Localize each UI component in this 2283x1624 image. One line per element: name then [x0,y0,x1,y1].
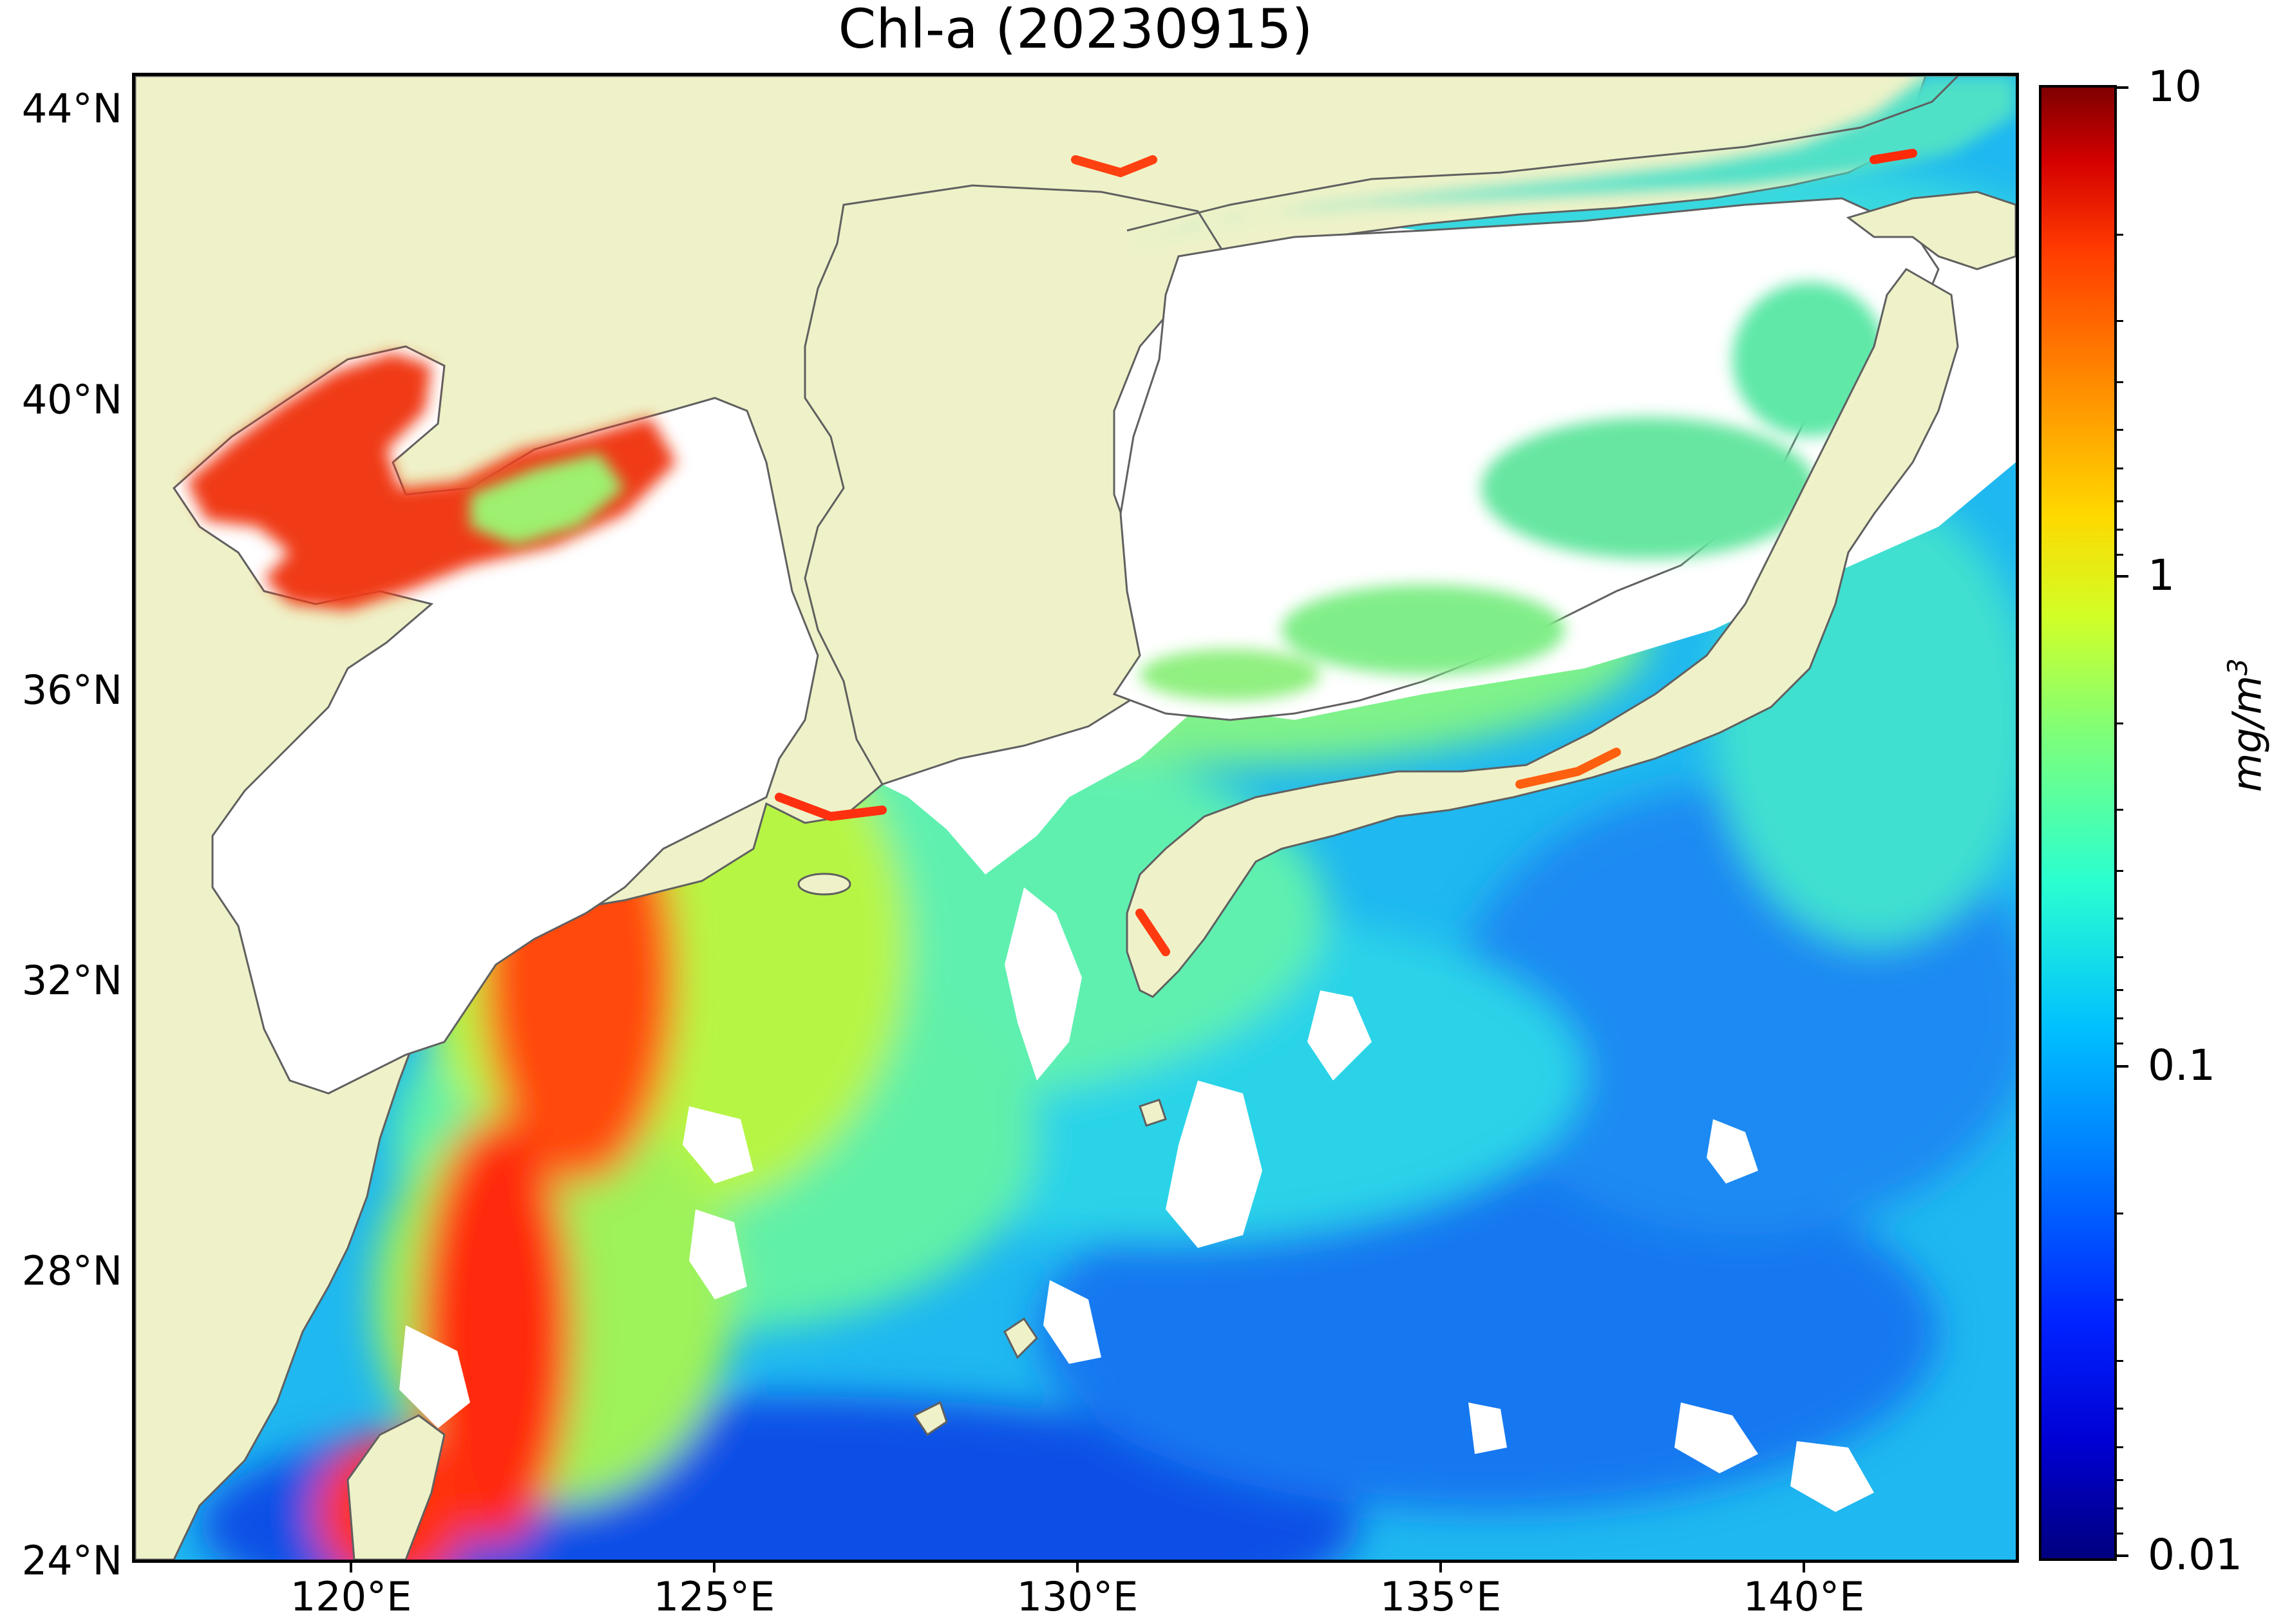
map-canvas [135,76,2016,1560]
colorbar-tick [2117,575,2128,578]
lat-tick-label: 40°N [21,376,122,423]
colorbar-label: 1 [2148,551,2175,600]
colorbar-tick [2117,1065,2128,1068]
colorbar-tick [2117,1554,2128,1557]
colorbar-label: 0.01 [2148,1530,2242,1580]
colorbar-unit-label: mg/m3 [2222,658,2271,792]
lat-tick-label: 28°N [21,1247,122,1294]
lon-tick-mark [1803,1563,1805,1572]
lat-tick-label: 36°N [21,666,122,713]
lon-tick-label: 120°E [290,1573,412,1620]
lon-tick-mark [1439,1563,1442,1572]
colorbar-label: 0.1 [2148,1041,2215,1090]
hokkaido [1846,191,2016,270]
colorbar-label: 10 [2148,62,2202,111]
lon-tick-label: 130°E [1016,1573,1139,1620]
taiwan [346,1414,446,1560]
colorbar-tick [2117,86,2128,89]
lon-tick-mark [713,1563,715,1572]
lat-tick-label: 32°N [21,957,122,1004]
colorbar [2039,85,2117,1561]
lat-tick-label: 24°N [21,1537,122,1584]
lon-tick-label: 140°E [1743,1573,1865,1620]
map-title: Chl-a (20230915) [838,0,1313,61]
chlorophyll-map [132,73,2019,1563]
lat-tick-label: 44°N [21,85,122,132]
japan [1126,268,1959,998]
lon-tick-label: 135°E [1379,1573,1502,1620]
lon-tick-mark [1076,1563,1079,1572]
jeju-island [797,873,851,896]
lon-tick-label: 125°E [653,1573,775,1620]
lon-tick-mark [350,1563,352,1572]
